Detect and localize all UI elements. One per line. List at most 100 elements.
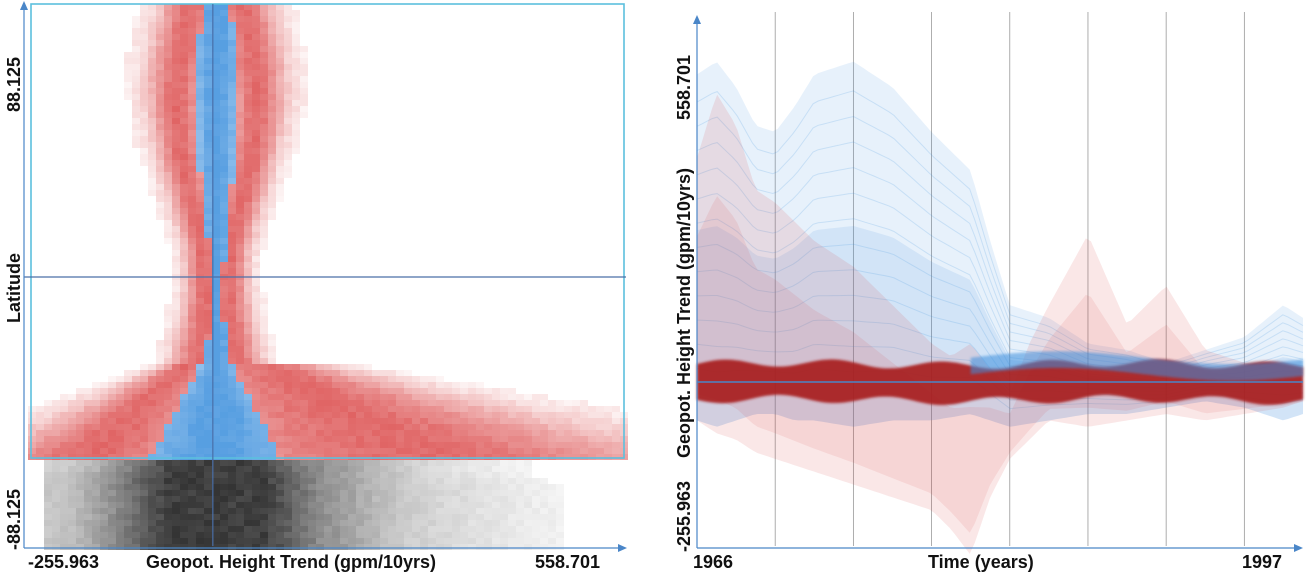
heatmap-cell <box>236 10 244 16</box>
heatmap-cell <box>356 436 364 442</box>
heatmap-cell <box>172 178 180 184</box>
heatmap-cell <box>196 250 204 256</box>
heatmap-cell <box>252 406 260 412</box>
heatmap-cell <box>220 400 228 406</box>
heatmap-cell <box>372 430 380 436</box>
heatmap-cell <box>292 22 300 28</box>
heatmap-cell <box>204 70 212 76</box>
heatmap-cell <box>420 496 428 502</box>
heatmap-cell <box>492 454 500 460</box>
heatmap-cell <box>164 448 172 454</box>
heatmap-cell <box>252 58 260 64</box>
heatmap-cell <box>476 460 484 466</box>
selection-frame[interactable] <box>30 3 625 459</box>
heatmap-cell <box>100 520 108 526</box>
heatmap-cell <box>220 178 228 184</box>
heatmap-cell <box>300 496 308 502</box>
heatmap-cell <box>164 352 172 358</box>
heatmap-cell <box>220 124 228 130</box>
heatmap-cell <box>132 88 140 94</box>
heatmap-cell <box>452 448 460 454</box>
heatmap-cell <box>300 106 308 112</box>
heatmap-cell <box>164 154 172 160</box>
heatmap-cell <box>452 418 460 424</box>
heatmap-cell <box>252 184 260 190</box>
heatmap-cell <box>116 424 124 430</box>
heatmap-cell <box>180 184 188 190</box>
heatmap-cell <box>244 88 252 94</box>
heatmap-cell <box>76 538 84 544</box>
heatmap-cell <box>124 394 132 400</box>
heatmap-cell <box>260 538 268 544</box>
heatmap-cell <box>140 118 148 124</box>
heatmap-cell <box>332 382 340 388</box>
heatmap-cell <box>460 394 468 400</box>
heatmap-cell <box>324 430 332 436</box>
heatmap-cell <box>500 472 508 478</box>
heatmap-cell <box>148 64 156 70</box>
heatmap-cell <box>180 298 188 304</box>
heatmap-cell <box>292 490 300 496</box>
heatmap-cell <box>300 76 308 82</box>
heatmap-cell <box>428 406 436 412</box>
heatmap-cell <box>204 316 212 322</box>
heatmap-cell <box>268 370 276 376</box>
heatmap-cell <box>412 382 420 388</box>
heatmap-cell <box>468 514 476 520</box>
heatmap-cell <box>340 364 348 370</box>
heatmap-cell <box>276 460 284 466</box>
heatmap-cell <box>420 460 428 466</box>
heatmap-cell <box>244 448 252 454</box>
heatmap-cell <box>236 52 244 58</box>
heatmap-cell <box>252 166 260 172</box>
heatmap-cell <box>124 406 132 412</box>
heatmap-cell <box>332 418 340 424</box>
heatmap-cell <box>164 388 172 394</box>
heatmap-cell <box>84 520 92 526</box>
heatmap-cell <box>404 484 412 490</box>
heatmap-cell <box>44 544 52 550</box>
heatmap-cell <box>364 406 372 412</box>
heatmap-cell <box>244 244 252 250</box>
heatmap-cell <box>164 394 172 400</box>
heatmap-cell <box>476 484 484 490</box>
heatmap-cell <box>236 148 244 154</box>
heatmap-cell <box>132 22 140 28</box>
heatmap-cell <box>92 484 100 490</box>
heatmap-cell <box>228 136 236 142</box>
heatmap-cell <box>476 454 484 460</box>
heatmap-cell <box>196 232 204 238</box>
heatmap-cell <box>284 22 292 28</box>
heatmap-cell <box>196 268 204 274</box>
heatmap-cell <box>348 424 356 430</box>
heatmap-cell <box>164 412 172 418</box>
heatmap-cell <box>132 34 140 40</box>
heatmap-cell <box>140 46 148 52</box>
heatmap-cell <box>188 280 196 286</box>
heatmap-cell <box>212 520 220 526</box>
heatmap-cell <box>156 124 164 130</box>
heatmap-cell <box>228 226 236 232</box>
heatmap-cell <box>316 508 324 514</box>
heatmap-cell <box>452 430 460 436</box>
heatmap-cell <box>300 112 308 118</box>
heatmap-cell <box>596 418 604 424</box>
heatmap-cell <box>276 538 284 544</box>
heatmap-cell <box>204 244 212 250</box>
heatmap-cell <box>148 370 156 376</box>
heatmap-cell <box>196 364 204 370</box>
heatmap-cell <box>292 34 300 40</box>
heatmap-cell <box>140 106 148 112</box>
heatmap-cell <box>132 64 140 70</box>
heatmap-cell <box>212 466 220 472</box>
heatmap-cell <box>172 124 180 130</box>
heatmap-cell <box>188 454 196 460</box>
heatmap-cell <box>340 538 348 544</box>
heatmap-cell <box>284 412 292 418</box>
heatmap-cell <box>180 340 188 346</box>
heatmap-cell <box>124 424 132 430</box>
heatmap-cell <box>460 538 468 544</box>
heatmap-cell <box>180 316 188 322</box>
heatmap-cell <box>428 514 436 520</box>
heatmap-cell <box>436 448 444 454</box>
